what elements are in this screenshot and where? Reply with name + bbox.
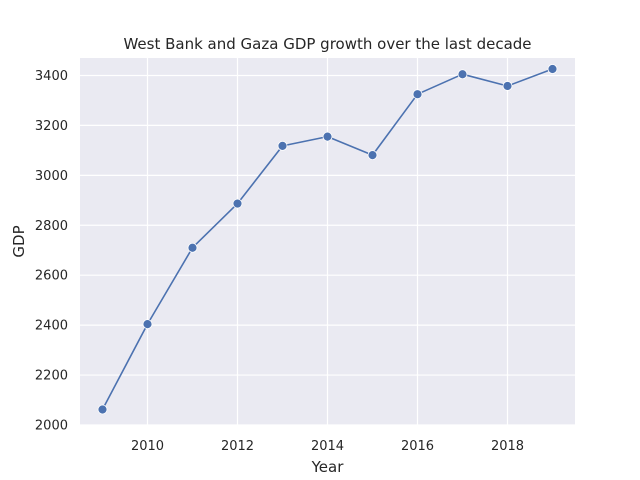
data-point [232, 198, 243, 209]
x-tick-label: 2016 [401, 439, 434, 454]
y-tick-label: 3400 [35, 69, 68, 84]
data-point [367, 150, 378, 161]
x-tick-label: 2014 [311, 439, 344, 454]
chart-title: West Bank and Gaza GDP growth over the l… [123, 35, 531, 53]
x-axis-label: Year [311, 458, 345, 476]
data-point [457, 69, 468, 80]
y-tick-label: 2600 [35, 269, 68, 284]
y-tick-label: 2400 [35, 319, 68, 334]
y-tick-label: 2800 [35, 219, 68, 234]
y-tick-label: 3000 [35, 169, 68, 184]
data-point [322, 131, 333, 142]
y-tick-label: 2200 [35, 369, 68, 384]
x-tick-label: 2018 [491, 439, 524, 454]
series-layer [97, 64, 558, 415]
grid-lines [80, 58, 575, 426]
data-point [277, 140, 288, 151]
x-tick-label: 2012 [221, 439, 254, 454]
data-point [502, 81, 513, 91]
data-point [142, 319, 153, 330]
x-tick-label: 2010 [131, 439, 164, 454]
data-point [547, 64, 558, 74]
y-tick-label: 2000 [35, 419, 68, 434]
y-axis-label: GDP [10, 225, 28, 257]
data-point [187, 242, 198, 253]
x-axis-ticks: 2010 2012 2014 2016 2018 [131, 439, 524, 454]
y-tick-label: 3200 [35, 119, 68, 134]
data-point [412, 89, 423, 100]
y-axis-ticks: 2000 2200 2400 2600 2800 3000 3200 3400 [35, 69, 68, 434]
data-point [97, 404, 108, 415]
